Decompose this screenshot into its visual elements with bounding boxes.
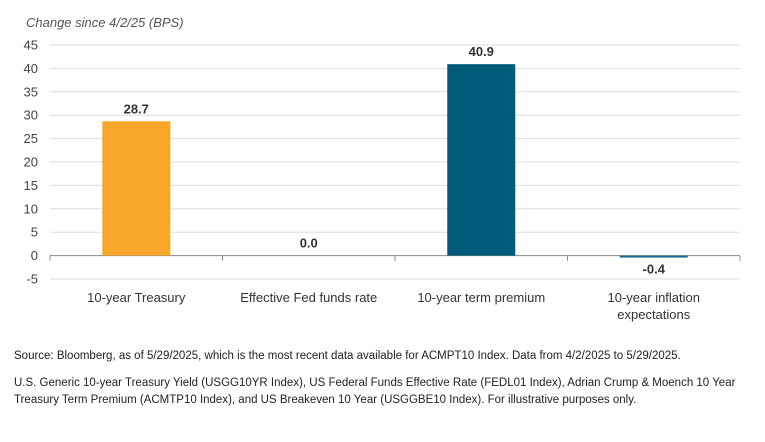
bar xyxy=(619,255,688,258)
category-label: Effective Fed funds rate xyxy=(240,290,377,305)
category-label: 10-year term premium xyxy=(417,290,545,305)
data-label: 40.9 xyxy=(469,44,494,59)
y-tick-label: 25 xyxy=(24,131,38,146)
y-axis-label: Change since 4/2/25 (BPS) xyxy=(26,15,184,30)
index-details-note: U.S. Generic 10-year Treasury Yield (USG… xyxy=(14,377,736,406)
source-note: Source: Bloomberg, as of 5/29/2025, whic… xyxy=(14,350,681,362)
y-tick-label: 10 xyxy=(24,201,38,216)
y-tick-label: 40 xyxy=(24,61,38,76)
data-label: 0.0 xyxy=(300,236,318,251)
bar-chart: Change since 4/2/25 (BPS) 45 40 35 30 25 20 15 1… xyxy=(24,15,741,322)
y-tick-label: -5 xyxy=(26,272,38,287)
bar xyxy=(102,121,171,256)
chart-svg: Change since 4/2/25 (BPS) 45 40 35 30 25 20 15 1… xyxy=(24,15,741,322)
y-tick-label: 0 xyxy=(31,248,38,263)
y-tick-label: 35 xyxy=(24,84,38,99)
data-label: -0.4 xyxy=(643,262,666,277)
y-tick-label: 15 xyxy=(24,178,38,193)
y-tick-label: 5 xyxy=(31,225,38,240)
category-label: 10-year Treasury xyxy=(87,290,186,305)
bar xyxy=(447,64,516,256)
category-label: expectations xyxy=(617,307,690,322)
y-tick-label: 45 xyxy=(24,38,38,53)
data-label: 28.7 xyxy=(124,101,149,116)
category-label: 10-year inflation xyxy=(608,290,701,305)
y-tick-label: 30 xyxy=(24,108,38,123)
y-tick-label: 20 xyxy=(24,155,38,170)
